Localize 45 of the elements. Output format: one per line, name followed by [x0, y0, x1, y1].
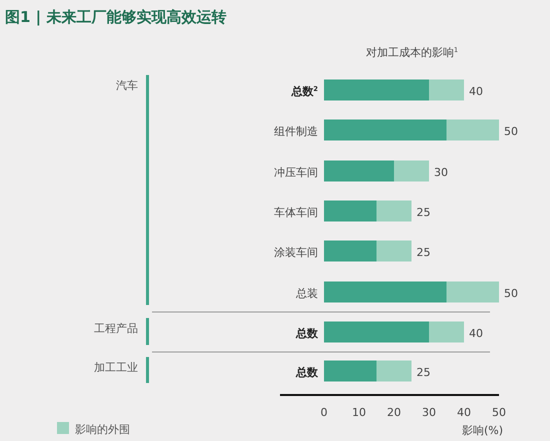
- bar: [394, 160, 429, 182]
- total-label: 30: [434, 166, 448, 179]
- bar: [324, 240, 376, 262]
- x-tick-label: 20: [387, 406, 401, 419]
- y-tick-label: 冲压车间: [274, 166, 318, 179]
- y-tick-label: 组件制造: [274, 125, 318, 138]
- x-tick-label: 10: [352, 406, 366, 419]
- bar: [376, 360, 412, 382]
- bar: [376, 200, 412, 222]
- text: 加工工业: [94, 361, 138, 374]
- total-label: 25: [416, 206, 430, 219]
- x-tick-label: 30: [422, 406, 436, 419]
- total-label: 50: [504, 125, 518, 138]
- total-label: 40: [469, 327, 483, 340]
- bar: [324, 160, 394, 182]
- bar: [324, 120, 446, 140]
- x-tick-label: 0: [320, 406, 328, 419]
- bar: [446, 282, 499, 302]
- y-tick-label: 涂装车间: [274, 246, 318, 259]
- bar: [324, 200, 376, 222]
- y-tick-label: 总数: [295, 366, 319, 379]
- bar: [324, 360, 376, 382]
- total-label: 50: [504, 287, 518, 300]
- bar: [446, 120, 499, 140]
- x-tick-label: 40: [457, 406, 471, 419]
- x-axis-title: 影响(%): [462, 424, 503, 437]
- bar: [376, 240, 412, 262]
- text: 工程产品: [94, 322, 138, 335]
- total-label: 25: [416, 366, 430, 379]
- bar: [429, 322, 464, 342]
- bar: [324, 282, 446, 302]
- y-tick-label: 总数: [295, 327, 319, 340]
- legend-label: 影响的外围: [75, 423, 130, 436]
- y-tick-label: 车体车间: [274, 206, 318, 219]
- text: 汽车: [116, 79, 138, 92]
- bar: [324, 322, 429, 342]
- text: 图1 | 未来工厂能够实现高效运转: [5, 8, 226, 26]
- bar: [324, 80, 429, 100]
- total-label: 40: [469, 85, 483, 98]
- total-label: 25: [416, 246, 430, 259]
- y-tick-label: 总装: [295, 287, 318, 300]
- chart-subtitle: 对加工成本的影响$^{1}$: [366, 46, 458, 59]
- y-tick-label: 总数$^{2}$: [290, 85, 318, 98]
- bar: [429, 80, 464, 100]
- x-tick-label: 50: [492, 406, 506, 419]
